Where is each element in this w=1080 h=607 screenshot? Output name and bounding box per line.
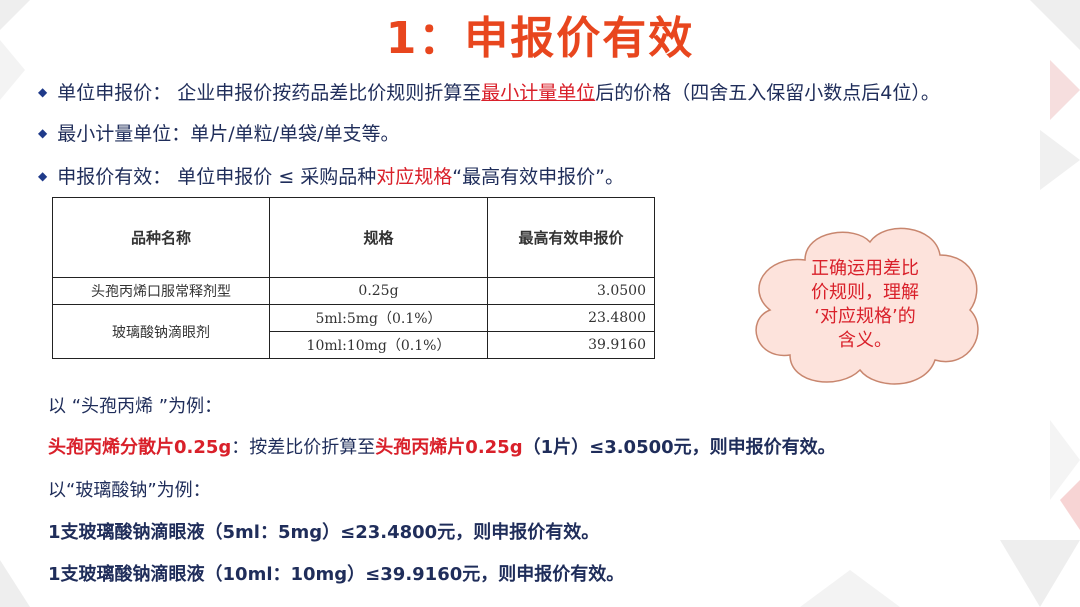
table-row: 玻璃酸钠滴眼剂 5ml:5mg（0.1%） 23.4800 <box>52 304 655 359</box>
text: 后的价格（四舍五入保留小数点后4位）。 <box>595 82 940 104</box>
text: “最高有效申报价”。 <box>452 166 624 188</box>
header-cell: 品种名称 <box>52 197 270 278</box>
text: ：按差比价折算至 <box>231 437 376 458</box>
callout-line: ‘对应规格’的 <box>814 306 916 327</box>
highlight: 对应规格 <box>376 166 453 188</box>
slide-title: 1：申报价有效 <box>385 13 695 64</box>
price-table: 品种名称 规格 最高有效申报价 头孢丙烯口服常释剂型 0.25g 3.0500 玻璃酸钠… <box>52 197 655 359</box>
cell: 3.0500 <box>487 277 655 305</box>
example-hyaluronate-10ml: 1支玻璃酸钠滴眼液（10ml：10mg）≤39.9160元，则申报价有效。 <box>48 564 625 585</box>
text: 单位申报价： 企业申报价按药品差比价规则折算至 <box>57 82 482 104</box>
diamond-bullet-icon: ◆ <box>38 169 48 183</box>
bullet-unit-price: ◆ 单位申报价： 企业申报价按药品差比价规则折算至最小计量单位后的价格（四舍五入保… <box>38 78 940 105</box>
table-header: 品种名称 规格 最高有效申报价 <box>52 197 655 278</box>
callout-line: 价规则，理解 <box>811 282 919 303</box>
example-hyaluronate-5ml: 1支玻璃酸钠滴眼液（5ml：5mg）≤23.4800元，则申报价有效。 <box>48 522 600 543</box>
table-row: 10ml:10mg（0.1%） 39.9160 <box>53 331 655 359</box>
callout-line: 正确运用差比 <box>811 258 919 279</box>
header-cell: 规格 <box>269 197 488 278</box>
example-heading-cefprozil: 以 “头孢丙烯 ”为例： <box>48 396 223 417</box>
table-row: 头孢丙烯口服常释剂型 0.25g 3.0500 <box>52 277 655 305</box>
text: 申报价有效： 单位申报价 ≤ 采购品种 <box>57 166 377 188</box>
bullet-min-unit: ◆ 最小计量单位：单片/单粒/单袋/单支等。 <box>38 119 399 146</box>
highlight: 头孢丙烯片0.25g <box>375 437 523 458</box>
callout-text: 正确运用差比 价规则，理解 ‘对应规格’的 含义。 <box>790 257 940 353</box>
text: （1片）≤3.0500元，则申报价有效。 <box>522 437 836 458</box>
cell: 23.4800 <box>487 304 655 332</box>
highlight: 最小计量单位 <box>481 82 596 104</box>
cell: 39.9160 <box>487 331 655 359</box>
cell: 10ml:10mg（0.1%） <box>269 331 488 359</box>
diamond-bullet-icon: ◆ <box>38 85 48 99</box>
callout-line: 含义。 <box>838 330 892 351</box>
text: 最小计量单位：单片/单粒/单袋/单支等。 <box>57 123 400 145</box>
header-cell: 最高有效申报价 <box>487 197 655 278</box>
example-heading-hyaluronate: 以“玻璃酸钠”为例： <box>48 480 211 501</box>
cell: 头孢丙烯口服常释剂型 <box>52 277 270 305</box>
diamond-bullet-icon: ◆ <box>38 126 48 140</box>
cell: 0.25g <box>269 277 488 305</box>
highlight: 头孢丙烯分散片0.25g <box>48 437 232 458</box>
cell: 5ml:5mg（0.1%） <box>269 304 488 332</box>
cell: 玻璃酸钠滴眼剂 <box>52 304 270 359</box>
example-cefprozil: 头孢丙烯分散片0.25g：按差比价折算至头孢丙烯片0.25g（1片）≤3.050… <box>48 433 836 459</box>
bullet-valid-price: ◆ 申报价有效： 单位申报价 ≤ 采购品种对应规格“最高有效申报价”。 <box>38 162 624 189</box>
callout-cloud-shape <box>755 227 979 385</box>
